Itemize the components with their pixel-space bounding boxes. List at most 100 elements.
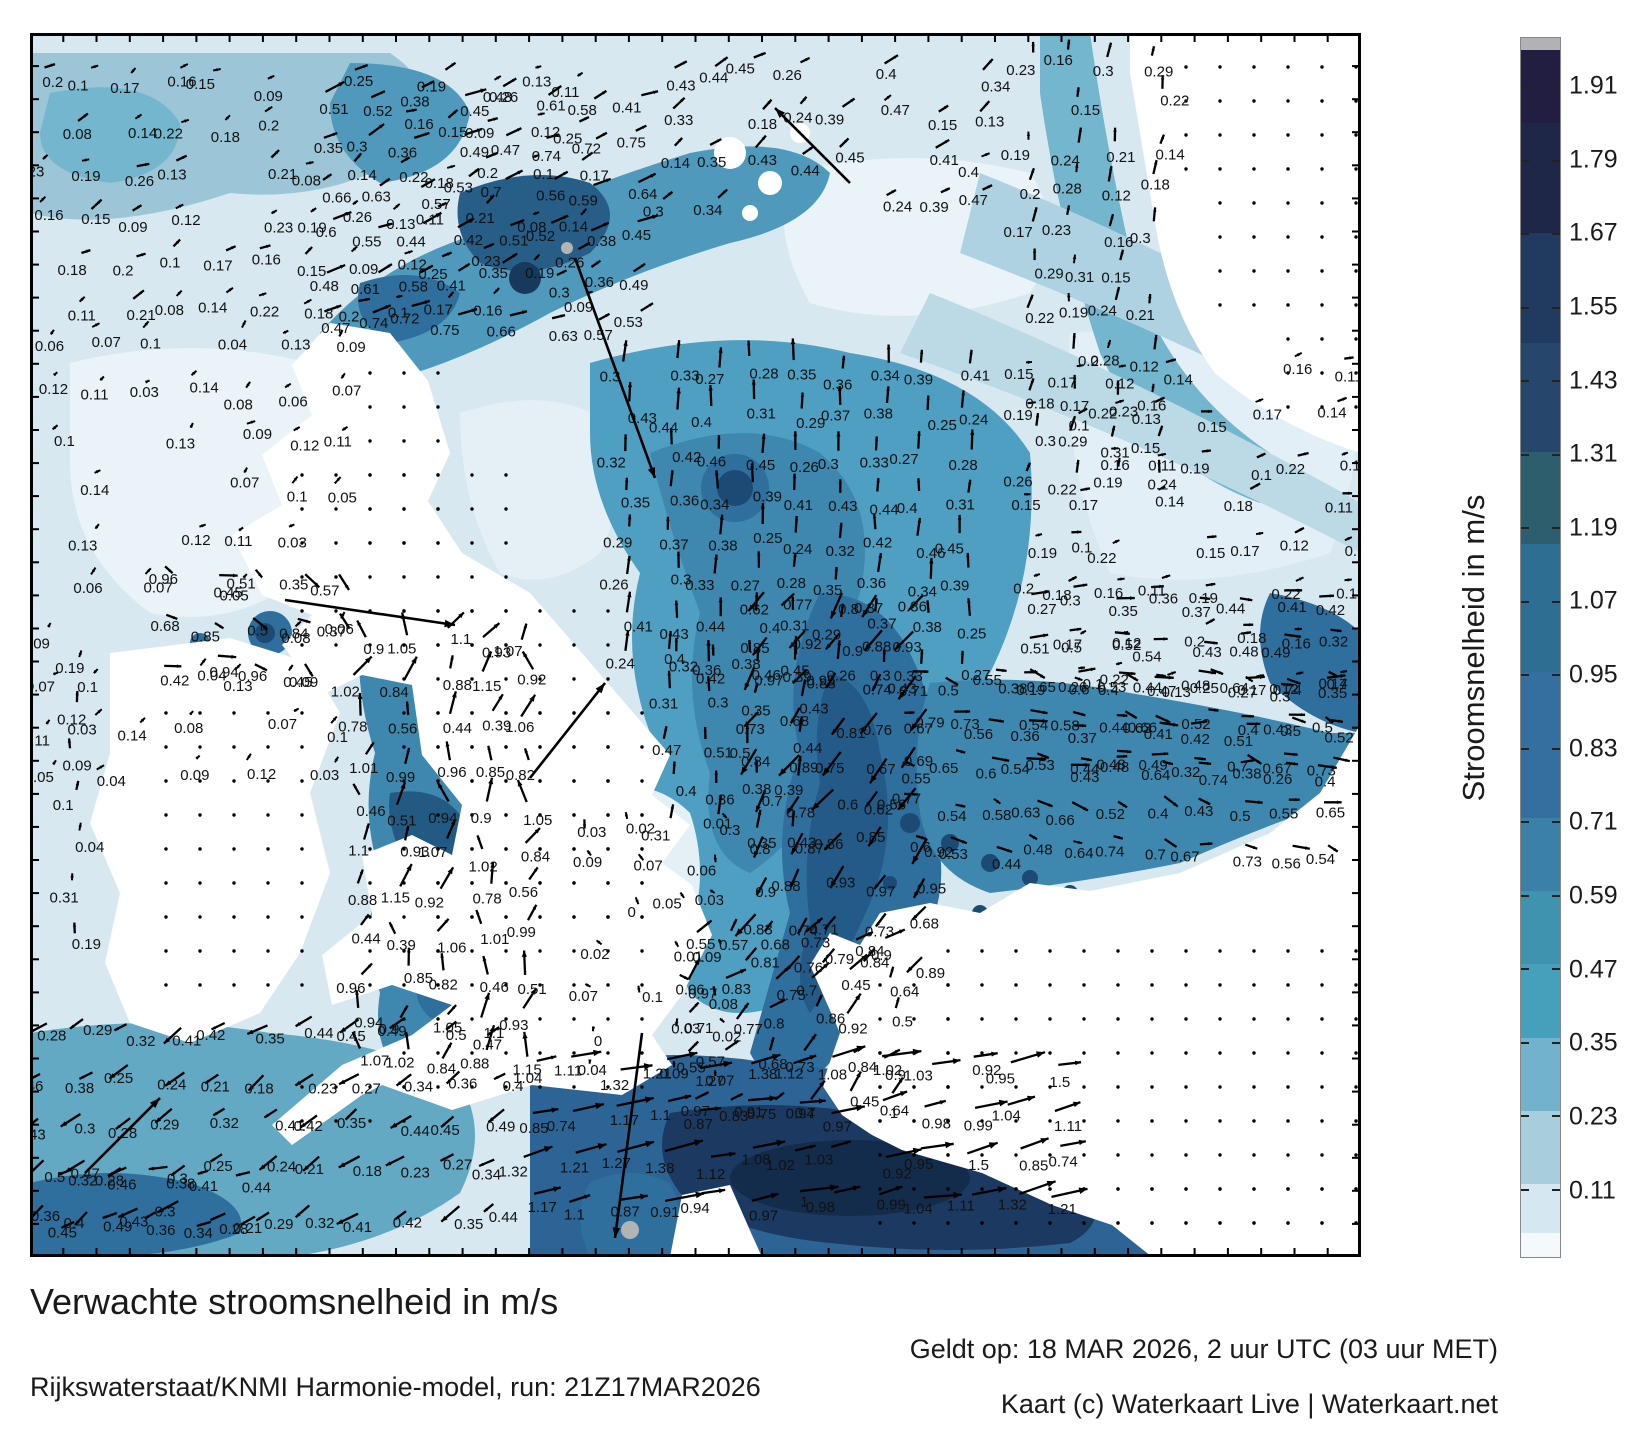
svg-text:0.7: 0.7	[1227, 759, 1248, 776]
svg-text:0.35: 0.35	[314, 140, 343, 157]
svg-text:0.75: 0.75	[430, 322, 459, 339]
svg-text:0.13: 0.13	[1340, 458, 1361, 475]
svg-text:0.34: 0.34	[693, 202, 722, 219]
svg-text:0.4: 0.4	[876, 66, 897, 83]
svg-text:0.7: 0.7	[796, 983, 817, 1000]
svg-text:0.56: 0.56	[964, 726, 993, 743]
svg-text:0.17: 0.17	[1048, 375, 1077, 392]
svg-text:0.73: 0.73	[1233, 854, 1262, 871]
svg-text:0.99: 0.99	[877, 1197, 906, 1214]
svg-text:0.59: 0.59	[569, 192, 598, 209]
svg-text:0.64: 0.64	[1064, 845, 1093, 862]
svg-text:0.51: 0.51	[704, 745, 733, 762]
svg-text:0.38: 0.38	[731, 656, 760, 673]
svg-text:0.17: 0.17	[1253, 406, 1282, 423]
svg-text:0.73: 0.73	[801, 935, 830, 952]
svg-text:0.37: 0.37	[1182, 604, 1211, 621]
svg-text:0.35: 0.35	[747, 835, 776, 852]
svg-text:0.08: 0.08	[224, 396, 253, 413]
svg-text:0.3: 0.3	[1130, 230, 1151, 247]
svg-text:0.88: 0.88	[460, 1055, 489, 1072]
svg-text:0.5: 0.5	[247, 623, 268, 640]
svg-text:0.41: 0.41	[624, 618, 653, 635]
svg-text:0.2: 0.2	[258, 117, 279, 134]
svg-text:0.38: 0.38	[708, 538, 737, 555]
svg-text:0.9: 0.9	[471, 810, 492, 827]
svg-text:0.33: 0.33	[685, 577, 714, 594]
svg-text:1.15: 1.15	[472, 678, 501, 695]
svg-text:0.36: 0.36	[670, 493, 699, 510]
svg-text:0.24: 0.24	[783, 541, 812, 558]
svg-text:0.44: 0.44	[699, 69, 728, 86]
svg-text:0.12: 0.12	[171, 212, 200, 229]
svg-text:0.84: 0.84	[379, 684, 408, 701]
svg-text:0.44: 0.44	[443, 720, 472, 737]
svg-text:0.25: 0.25	[957, 626, 986, 643]
svg-text:0.51: 0.51	[226, 576, 255, 593]
svg-text:0.74: 0.74	[1095, 843, 1124, 860]
svg-text:0.43: 0.43	[799, 701, 828, 718]
svg-text:0.42: 0.42	[393, 1215, 422, 1232]
svg-text:0.1: 0.1	[287, 488, 308, 505]
svg-text:0.22: 0.22	[250, 303, 279, 320]
fair-isle	[561, 242, 573, 254]
svg-text:0.43: 0.43	[748, 152, 777, 169]
svg-text:0.19: 0.19	[1003, 407, 1032, 424]
svg-text:0.34: 0.34	[472, 1167, 501, 1184]
svg-text:0.09: 0.09	[254, 88, 283, 105]
svg-text:0.63: 0.63	[1011, 805, 1040, 822]
credit-line: Kaart (c) Waterkaart Live | Waterkaart.n…	[1000, 1389, 1498, 1419]
map-frame	[30, 33, 1361, 1257]
svg-text:1.17: 1.17	[528, 1199, 557, 1216]
svg-text:0.44: 0.44	[992, 856, 1021, 873]
svg-text:1.03: 1.03	[904, 1068, 933, 1085]
svg-text:0.44: 0.44	[396, 233, 425, 250]
svg-text:0.95: 0.95	[917, 881, 946, 898]
svg-text:0.4: 0.4	[958, 164, 979, 181]
svg-text:0.41: 0.41	[930, 152, 959, 169]
svg-text:0.09: 0.09	[243, 426, 272, 443]
svg-text:0.3: 0.3	[549, 284, 570, 301]
svg-text:0.88: 0.88	[771, 878, 800, 895]
sea-dark-topleft-1	[40, 87, 180, 183]
svg-text:0.19: 0.19	[1028, 545, 1057, 562]
svg-text:0.29: 0.29	[812, 626, 841, 643]
sea-jutland-dark	[1260, 593, 1361, 733]
svg-text:1.07: 1.07	[493, 643, 522, 660]
svg-text:0.52: 0.52	[363, 103, 392, 120]
svg-text:0.87: 0.87	[610, 1203, 639, 1220]
svg-text:1.1: 1.1	[564, 1206, 585, 1223]
svg-text:0.35: 0.35	[1109, 603, 1138, 620]
svg-text:0.32: 0.32	[826, 543, 855, 560]
svg-text:0.44: 0.44	[1133, 679, 1162, 696]
svg-text:0.2: 0.2	[42, 74, 63, 91]
svg-text:0.81: 0.81	[751, 955, 780, 972]
svg-text:0.78: 0.78	[338, 718, 367, 735]
sea-moray-dark	[358, 275, 460, 343]
svg-text:0.45: 0.45	[622, 227, 651, 244]
svg-text:0.29: 0.29	[150, 1117, 179, 1134]
svg-text:0.7: 0.7	[481, 184, 502, 201]
svg-text:0.17: 0.17	[110, 80, 139, 97]
svg-text:0.07: 0.07	[332, 382, 361, 399]
svg-text:0.92: 0.92	[838, 1021, 867, 1038]
svg-text:0.37: 0.37	[317, 623, 346, 640]
svg-text:0.3: 0.3	[74, 1121, 95, 1138]
svg-text:0.45: 0.45	[841, 977, 870, 994]
map-canvas: 0.2 0.1 0.17 0.160.150.090.25 0.190.260.130.…	[30, 33, 1361, 1257]
svg-text:1.02: 1.02	[766, 1157, 795, 1174]
svg-text:0.51: 0.51	[499, 232, 528, 249]
svg-text:0.12: 0.12	[1102, 187, 1131, 204]
svg-text:0.44: 0.44	[304, 1025, 333, 1042]
land-dot-grid	[164, 65, 1358, 1225]
svg-text:0.45: 0.45	[746, 457, 775, 474]
svg-text:0.23: 0.23	[401, 1164, 430, 1181]
svg-text:0.85: 0.85	[476, 764, 505, 781]
svg-text:0.14: 0.14	[1317, 405, 1346, 422]
svg-text:0.35: 0.35	[621, 495, 650, 512]
svg-text:0.12: 0.12	[57, 712, 86, 729]
svg-text:0.08: 0.08	[709, 996, 738, 1013]
svg-text:0.12: 0.12	[1130, 359, 1159, 376]
svg-text:0.16: 0.16	[473, 303, 502, 320]
